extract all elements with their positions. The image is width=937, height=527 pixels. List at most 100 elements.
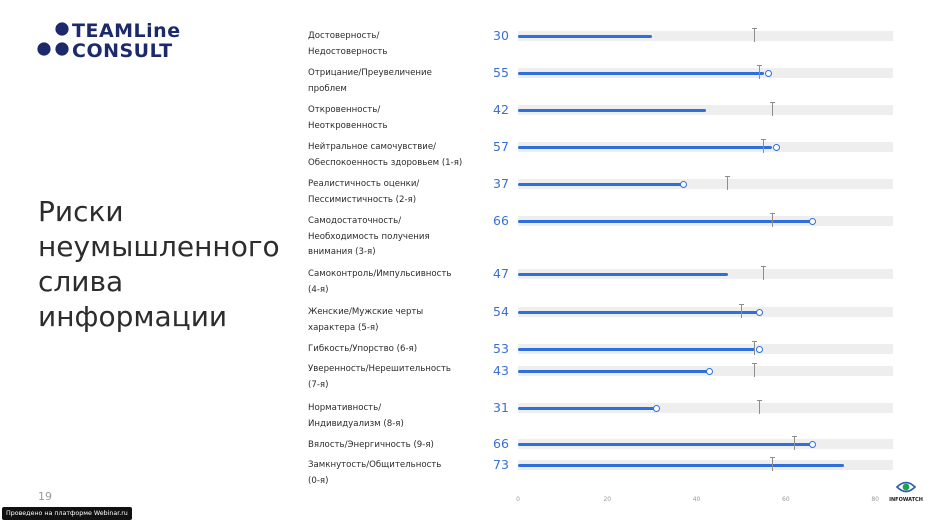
- page-number: 19: [38, 490, 52, 503]
- value-label: 73: [493, 457, 509, 472]
- row-label-line: (7-я): [308, 379, 329, 390]
- norm-marker-stem: [758, 65, 760, 79]
- value-label: 30: [493, 28, 509, 43]
- value-bar: [518, 71, 764, 75]
- value-bar: [518, 406, 657, 410]
- norm-marker: [769, 457, 775, 471]
- norm-marker-cap: [752, 363, 758, 364]
- norm-marker-cap: [769, 213, 775, 214]
- row-label-line: Самоконтроль/Импульсивность: [308, 269, 452, 279]
- row-label-line: Недостоверность: [308, 46, 388, 57]
- infowatch-eye-icon: [896, 481, 916, 493]
- row-label-line: характера (5-я): [308, 322, 379, 333]
- value-point: [809, 217, 817, 225]
- row-label-line: Индивидуализм (8-я): [308, 418, 404, 429]
- norm-marker-cap: [752, 341, 758, 342]
- row-label-line: Обеспокоенность здоровьем (1-я): [308, 157, 463, 168]
- value-bar: [518, 108, 706, 112]
- norm-marker: [769, 213, 775, 227]
- norm-marker: [752, 363, 758, 377]
- value-label: 66: [493, 436, 509, 451]
- value-label: 37: [493, 176, 509, 191]
- row-label-line: Отрицание/Преувеличение: [308, 68, 432, 78]
- row-label: Нейтральное самочувствие/Обеспокоенность…: [308, 140, 490, 171]
- norm-marker-cap: [752, 28, 758, 29]
- row-label-line: Откровенность/: [308, 105, 381, 115]
- logo-text-line1: TEAMLine: [72, 20, 181, 42]
- value-point: [652, 404, 660, 412]
- row-label-line: Самодостаточность/: [308, 216, 402, 226]
- value-point: [755, 308, 763, 316]
- norm-marker-cap: [761, 139, 767, 140]
- row-label-line: внимания (3-я): [308, 247, 376, 257]
- norm-marker-stem: [758, 400, 760, 414]
- x-tick-label: 60: [782, 496, 790, 503]
- value-bar: [518, 182, 684, 186]
- norm-marker: [761, 139, 767, 153]
- row-label: Самодостаточность/Необходимость получени…: [308, 214, 490, 261]
- value-bar: [518, 369, 710, 373]
- norm-marker-cap: [756, 65, 762, 66]
- value-point: [773, 143, 781, 151]
- row-label-line: Неоткровенность: [308, 120, 388, 131]
- norm-marker-cap: [769, 102, 775, 103]
- section-title-line: слива: [38, 265, 124, 298]
- value-label: 43: [493, 363, 509, 378]
- row-label: Нормативность/Индивидуализм (8-я): [308, 401, 490, 432]
- value-bar: [518, 463, 844, 467]
- norm-marker-stem: [754, 363, 756, 377]
- value-point: [809, 440, 817, 448]
- value-label: 47: [493, 266, 509, 281]
- norm-marker-stem: [754, 28, 756, 42]
- infowatch-logo: INFOWATCH: [886, 479, 926, 513]
- teamline-consult-logo: TEAMLine CONSULT: [36, 20, 186, 62]
- value-label: 66: [493, 213, 509, 228]
- value-label: 42: [493, 102, 509, 117]
- norm-marker: [761, 266, 767, 280]
- row-label-line: Нейтральное самочувствие/: [308, 142, 437, 152]
- row-label: Женские/Мужские черты характера (5-я): [308, 305, 490, 336]
- value-bar: [518, 347, 755, 351]
- bar-track: [518, 105, 893, 115]
- x-tick-label: 80: [871, 496, 879, 503]
- value-label: 57: [493, 139, 509, 154]
- row-label-line: (4-я): [308, 284, 329, 295]
- norm-marker-cap: [756, 400, 762, 401]
- row-label: Самоконтроль/Импульсивность (4-я): [308, 267, 490, 298]
- platform-badge: Проведено на платформе Webinar.ru: [2, 507, 132, 520]
- row-label-line: Достоверность/: [308, 31, 380, 41]
- row-label: Отрицание/Преувеличение проблем: [308, 66, 490, 97]
- value-point: [764, 69, 772, 77]
- value-point: [755, 345, 763, 353]
- bar-track: [518, 31, 893, 41]
- row-label-line: Реалистичность оценки/: [308, 179, 420, 189]
- row-label-line: Нормативность/: [308, 403, 382, 413]
- norm-marker: [792, 436, 798, 450]
- x-tick-label: 40: [692, 496, 701, 503]
- logo-text-line2: CONSULT: [72, 40, 173, 62]
- norm-marker-stem: [771, 457, 773, 471]
- norm-marker-stem: [771, 213, 773, 227]
- section-title: Риски неумышленного слива информации: [38, 194, 280, 334]
- norm-marker: [725, 176, 731, 190]
- norm-marker-stem: [771, 102, 773, 116]
- row-label: Замкнутость/Общительность (0-я): [308, 458, 490, 489]
- row-label-line: проблем: [308, 83, 347, 94]
- value-bar: [518, 219, 813, 223]
- row-label: Достоверность/Недостоверность: [308, 29, 490, 60]
- section-title-line: неумышленного: [38, 230, 280, 263]
- row-label-line: Гибкость/Упорство (6-я): [308, 344, 418, 354]
- value-bar: [518, 34, 652, 38]
- value-label: 54: [493, 304, 509, 319]
- section-title-line: Риски: [38, 195, 124, 228]
- infowatch-logo-text: INFOWATCH: [889, 497, 923, 503]
- row-label-line: Уверенность/Нерешительность: [308, 364, 451, 374]
- row-label-line: Необходимость получения: [308, 231, 430, 242]
- norm-marker-cap: [792, 436, 798, 437]
- value-label: 53: [493, 341, 509, 356]
- row-label-line: Замкнутость/Общительность: [308, 460, 442, 470]
- norm-marker-stem: [794, 436, 796, 450]
- norm-marker: [752, 28, 758, 42]
